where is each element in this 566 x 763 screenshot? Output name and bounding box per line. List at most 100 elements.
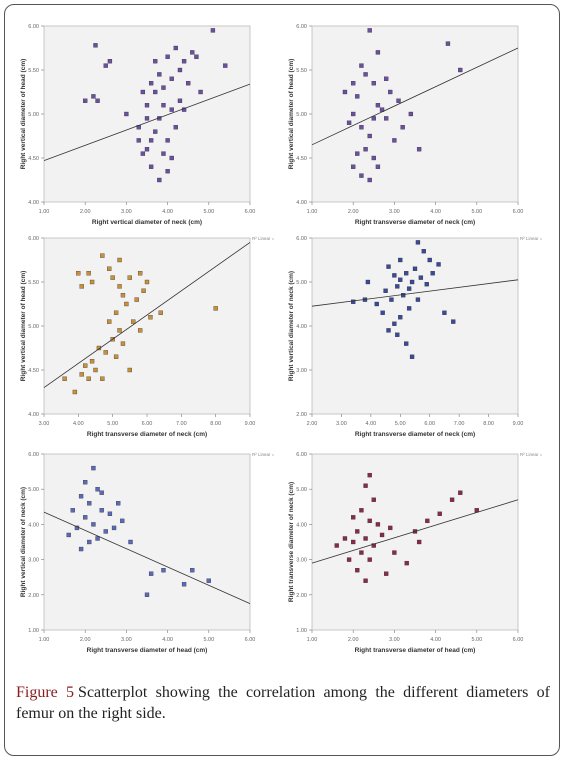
y-tick-label: 4.50: [296, 156, 307, 162]
data-point: [388, 525, 393, 531]
y-axis-label: Right vertical diameter of head (cm): [20, 271, 27, 382]
data-point: [127, 275, 132, 280]
data-point: [93, 43, 98, 48]
y-tick-label: 4.00: [28, 412, 39, 418]
x-tick-label: 4.00: [162, 637, 173, 643]
data-point: [140, 89, 146, 95]
data-point: [72, 389, 78, 395]
data-point: [408, 111, 414, 117]
data-point: [83, 480, 88, 485]
data-point: [89, 359, 95, 364]
y-tick-label: 4.50: [28, 156, 39, 162]
data-point: [116, 501, 121, 506]
x-tick-label: 5.00: [471, 637, 482, 643]
data-point: [367, 133, 372, 139]
regression-line: [43, 242, 251, 388]
data-point: [62, 376, 67, 381]
x-tick-label: 7.00: [454, 421, 465, 427]
y-tick-label: 4.00: [28, 200, 39, 206]
data-point: [384, 76, 389, 81]
data-point: [375, 522, 381, 527]
data-point: [148, 571, 154, 576]
data-point: [117, 257, 122, 263]
data-point: [131, 319, 136, 324]
data-point: [194, 54, 199, 59]
data-point: [76, 271, 81, 276]
data-point: [93, 367, 98, 373]
y-tick-label: 3.00: [296, 558, 307, 564]
data-point: [95, 98, 100, 103]
y-tick-label: 1.00: [296, 628, 307, 634]
x-tick-label: 8.00: [210, 421, 221, 427]
data-point: [161, 568, 166, 573]
data-point: [430, 271, 435, 276]
x-tick-label: 3.00: [121, 209, 132, 215]
data-point: [124, 111, 129, 117]
data-point: [86, 271, 91, 276]
x-tick-label: 2.00: [348, 637, 359, 643]
y-tick-label: 4.00: [28, 522, 39, 528]
x-tick-label: 3.00: [121, 637, 132, 643]
regression-line: [311, 279, 519, 307]
data-point: [365, 279, 371, 285]
data-point: [359, 63, 364, 68]
data-point: [351, 164, 356, 169]
y-tick-label: 6.00: [28, 452, 39, 458]
data-point: [351, 111, 356, 117]
regression-line: [43, 511, 251, 604]
plot-area: [43, 25, 251, 203]
y-tick-label: 4.00: [296, 522, 307, 528]
data-point: [206, 578, 211, 583]
data-point: [198, 89, 203, 95]
data-point: [359, 550, 364, 555]
data-point: [111, 525, 117, 531]
data-point: [117, 284, 122, 289]
plot-area: [311, 237, 519, 415]
data-point: [395, 284, 400, 289]
data-point: [388, 89, 393, 95]
data-point: [100, 253, 105, 258]
x-tick-label: 1.00: [307, 637, 318, 643]
data-point: [161, 151, 166, 156]
data-point: [346, 557, 352, 562]
data-point: [91, 465, 96, 471]
x-tick-label: 5.00: [107, 421, 118, 427]
data-point: [148, 164, 154, 169]
data-point: [83, 363, 88, 368]
data-point: [103, 350, 108, 355]
data-point: [190, 50, 195, 55]
plot-area: [43, 453, 251, 631]
data-point: [392, 321, 397, 326]
x-axis-label: Right vertical diameter of neck (cm): [92, 219, 202, 226]
data-point: [363, 578, 368, 583]
data-point: [128, 539, 133, 545]
data-point: [375, 164, 381, 169]
data-point: [113, 310, 119, 315]
data-point: [334, 543, 339, 548]
data-point: [210, 28, 216, 33]
y-tick-label: 4.50: [28, 368, 39, 374]
data-point: [137, 328, 143, 333]
data-point: [169, 155, 174, 161]
x-tick-label: 2.00: [348, 209, 359, 215]
data-point: [144, 592, 150, 597]
data-point: [66, 532, 71, 538]
data-point: [144, 116, 150, 121]
x-tick-label: 5.00: [395, 421, 406, 427]
data-point: [223, 63, 228, 68]
x-tick-label: 3.00: [389, 209, 400, 215]
data-point: [396, 98, 401, 103]
data-point: [120, 518, 125, 524]
data-point: [412, 266, 418, 271]
data-point: [375, 103, 381, 108]
data-point: [392, 550, 397, 555]
data-point: [165, 138, 170, 143]
y-axis-label: Right vertical diameter of head (cm): [288, 59, 295, 170]
data-point: [113, 354, 119, 359]
data-point: [398, 277, 403, 282]
data-point: [427, 257, 432, 263]
x-tick-label: 4.00: [73, 421, 84, 427]
y-tick-label: 1.00: [28, 628, 39, 634]
scatter-panel-4: 2.00 3.00 4.00 5.00 6.00 7.00 8.00 9.00 2.00 3.00…: [284, 232, 542, 442]
x-tick-label: 8.00: [483, 421, 494, 427]
